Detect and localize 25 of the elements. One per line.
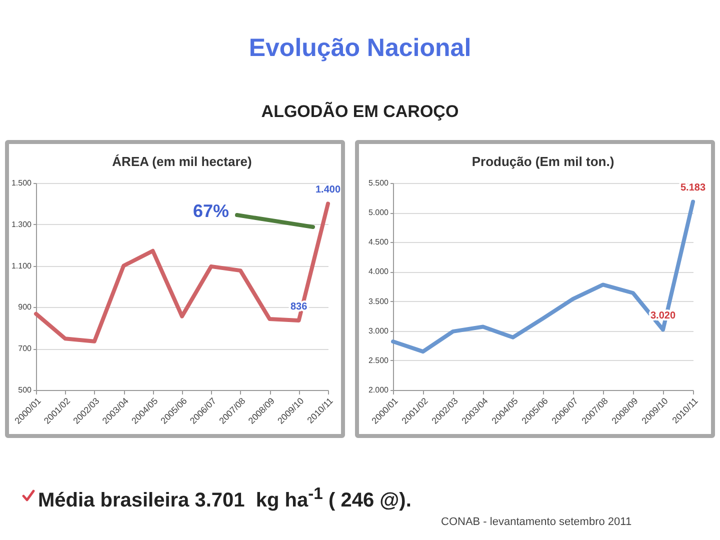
y-tick-label: 1.300 [11,220,32,229]
text: Média brasileira 3.701 kg ha$^{-1}$ ( 246 @). [38,484,412,513]
y-tick-label: 900 [18,302,32,312]
y-tick-label: 5.500 [368,178,390,188]
line-series [34,202,330,344]
text: Evolução Nacional [248,34,472,63]
text: ALGODÃO EM CAROÇO [260,102,460,122]
y-tick-label: 5.000 [368,208,390,218]
line-series [391,200,695,354]
text: CONAB - levantamento setembro 2011 [441,516,632,528]
y-tick-label: 4.000 [368,267,390,276]
y-tick-label: 3.500 [368,296,390,306]
data-label: 1.400 [315,184,341,196]
y-tick-label: 2.000 [368,386,390,394]
y-tick-label: 3.000 [368,326,390,336]
y-tick-label: 500 [18,386,32,394]
chart-title: Produção (Em mil ton.) [472,154,614,169]
y-tick-label: 2.500 [368,356,390,365]
y-tick-label: 1.500 [11,178,32,188]
annotation: 67% [193,201,230,222]
y-tick-label: 700 [18,344,32,354]
data-label: 5.183 [680,182,706,194]
y-tick-label: 1.100 [11,261,32,270]
y-tick-label: 4.500 [368,238,390,247]
chart-title: ÁREA (em mil hectare) [112,154,252,169]
